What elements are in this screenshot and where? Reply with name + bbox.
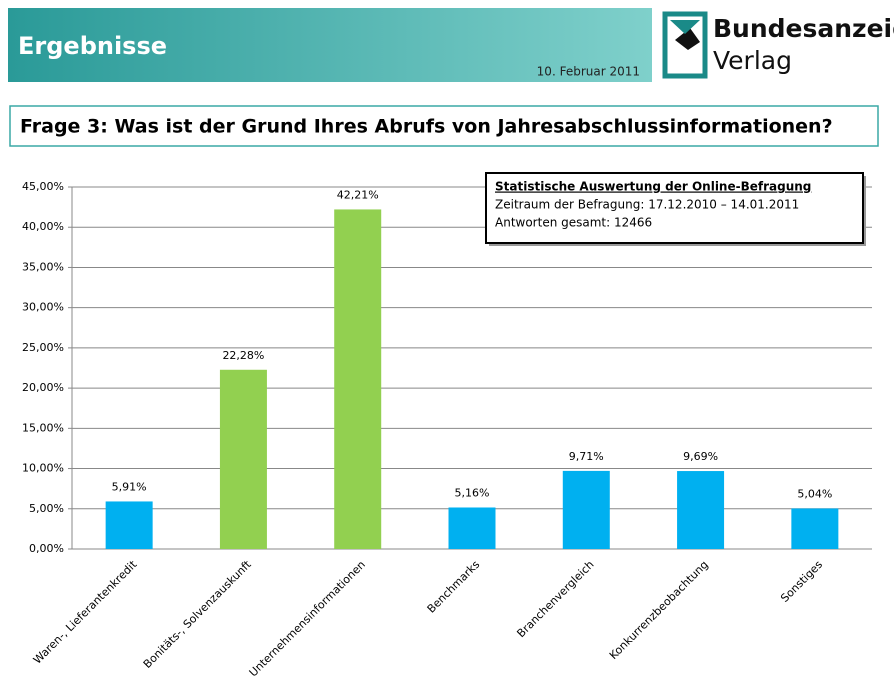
bar	[448, 507, 496, 549]
x-tick-label: Konkurrenzbeobachtung	[607, 558, 711, 662]
y-tick-label: 40,00%	[22, 220, 64, 233]
x-tick-label: Sonstiges	[778, 558, 825, 605]
header-title: Ergebnisse	[18, 32, 167, 60]
info-line: Antworten gesamt: 12466	[495, 216, 652, 230]
y-tick-label: 35,00%	[22, 260, 64, 273]
info-box	[485, 172, 864, 244]
question-box	[9, 105, 879, 147]
x-tick-label: Bonitäts-, Solvenzauskunft	[141, 558, 254, 671]
y-tick-label: 0,00%	[29, 542, 64, 555]
y-tick-label: 15,00%	[22, 421, 64, 434]
bar	[791, 508, 839, 549]
x-tick-label: Benchmarks	[425, 558, 483, 616]
y-tick-label: 30,00%	[22, 301, 64, 314]
info-line: Zeitraum der Befragung: 17.12.2010 – 14.…	[495, 198, 799, 212]
data-label: 5,91%	[112, 480, 147, 493]
x-tick-label: Unternehmensinformationen	[247, 558, 368, 679]
y-tick-label: 10,00%	[22, 462, 64, 475]
question: Frage 3: Was ist der Grund Ihres Abrufs …	[20, 116, 833, 138]
data-label: 9,69%	[683, 450, 718, 463]
y-tick-label: 5,00%	[29, 502, 64, 515]
y-tick-label: 45,00%	[22, 180, 64, 193]
data-label: 42,21%	[337, 188, 379, 201]
header-band	[8, 8, 652, 82]
bar	[562, 470, 610, 549]
y-tick-label: 25,00%	[22, 341, 64, 354]
info-title: Statistische Auswertung der Online-Befra…	[495, 180, 811, 194]
logo-text: Bundesanzeiger	[713, 14, 894, 43]
data-label: 5,04%	[797, 487, 832, 500]
bar	[677, 471, 725, 549]
data-label: 9,71%	[569, 450, 604, 463]
bar	[219, 369, 267, 549]
logo-icon	[662, 11, 708, 79]
bar	[334, 209, 382, 549]
y-tick-label: 20,00%	[22, 381, 64, 394]
bar	[105, 501, 153, 549]
chart: 0,00% 5,00% 10,00% 15,00% 20,00% 25,00% 30,00%…	[22, 180, 872, 679]
x-tick-label: Branchenvergleich	[514, 558, 596, 640]
data-label: 22,28%	[222, 349, 264, 362]
x-tick-label: Waren-, Lieferantenkredit	[31, 558, 140, 667]
logo-text: Verlag	[713, 46, 792, 75]
data-label: 5,16%	[455, 486, 490, 499]
header-date: 10. Februar 2011	[537, 65, 640, 79]
